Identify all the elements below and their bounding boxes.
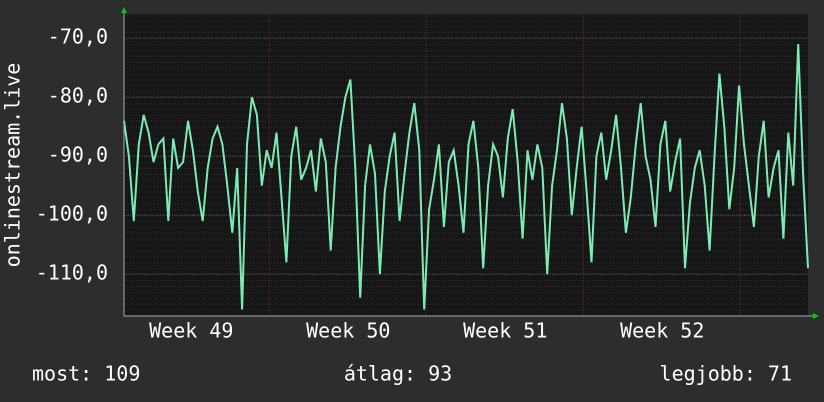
y-axis-label: onlinestream.live [1, 63, 25, 268]
y-tick-label: -90,0 [48, 143, 108, 167]
y-tick-label: -70,0 [48, 25, 108, 49]
y-tick-label: -110,0 [36, 261, 108, 285]
x-tick-label: Week 51 [463, 319, 547, 343]
y-tick-label: -100,0 [36, 202, 108, 226]
footer-best: legjobb: 71 [660, 362, 792, 386]
y-tick-label: -80,0 [48, 84, 108, 108]
y-arrow [121, 7, 127, 13]
x-tick-label: Week 52 [620, 319, 704, 343]
x-arrow [813, 313, 819, 319]
line-series [123, 44, 809, 310]
plot-area [124, 14, 808, 316]
footer-average: átlag: 93 [344, 362, 452, 386]
footer-current: most: 109 [32, 362, 140, 386]
marks [123, 44, 809, 310]
x-tick-label: Week 49 [149, 319, 233, 343]
x-tick-label: Week 50 [306, 319, 390, 343]
